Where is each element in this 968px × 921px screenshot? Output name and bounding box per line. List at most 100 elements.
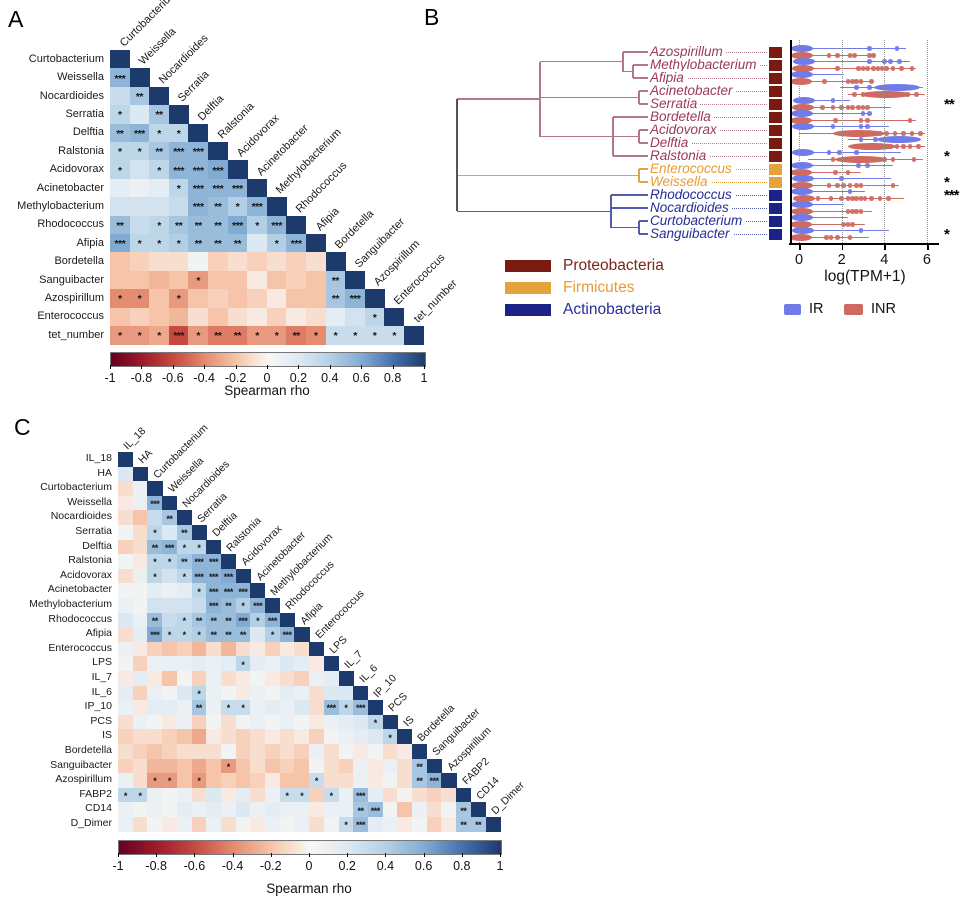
row-label: Delftia [82, 539, 112, 552]
significance-stars: *** [282, 630, 293, 641]
heatmap-cell [132, 525, 148, 541]
data-point [871, 131, 876, 136]
axis-tick-label: 6 [922, 252, 932, 268]
significance-stars: *** [173, 164, 184, 177]
heatmap-cell [188, 160, 209, 180]
colorbar [110, 352, 426, 367]
heatmap-cell [265, 787, 281, 803]
heatmap-cell [132, 714, 148, 730]
heatmap-cell [191, 700, 207, 716]
data-point [841, 131, 847, 136]
violin-line [799, 47, 906, 50]
taxon-label: Bordetella [650, 110, 714, 123]
heatmap-cell [149, 270, 170, 290]
heatmap-cell [367, 729, 384, 745]
heatmap-diagonal-cell [191, 525, 207, 541]
violin-body [790, 77, 813, 85]
data-point [822, 79, 827, 84]
data-point [901, 131, 906, 136]
heatmap-cell [206, 554, 222, 570]
heatmap-cell [132, 627, 148, 643]
significance-stars: ** [151, 542, 159, 553]
heatmap-cell [188, 197, 209, 217]
heatmap-diagonal-cell [147, 481, 163, 497]
tree-branch [540, 135, 613, 138]
heatmap-cell [176, 700, 192, 716]
heatmap-cell [325, 307, 346, 327]
significance-stars: * [137, 238, 142, 251]
row-label: Acidovorax [60, 568, 112, 581]
taxon-label: Curtobacterium [650, 214, 746, 227]
heatmap-diagonal-cell [382, 714, 398, 730]
significance-stars: * [153, 557, 157, 568]
significance-stars: ** [194, 238, 203, 251]
violin-line [799, 216, 849, 219]
significance-stars: *** [267, 615, 278, 626]
data-point [871, 53, 876, 58]
significance-stars: ** [225, 615, 232, 626]
data-point [879, 92, 885, 97]
data-point [864, 131, 870, 136]
heatmap-cell [235, 612, 251, 628]
heatmap-cell [266, 326, 287, 345]
heatmap-cell [353, 758, 369, 774]
heatmap-cell [227, 252, 248, 272]
heatmap-cell [149, 326, 170, 345]
row-label: CD14 [85, 802, 112, 815]
panel-c-label: C [14, 414, 31, 440]
heatmap-cell [250, 627, 266, 643]
heatmap-cell [338, 817, 354, 833]
data-point [845, 196, 851, 201]
heatmap-cell [279, 817, 295, 833]
heatmap-cell [412, 787, 428, 803]
heatmap-cell [323, 773, 339, 789]
data-point [854, 183, 859, 188]
significance-stars: *** [232, 219, 243, 232]
heatmap-cell [250, 773, 266, 789]
heatmap-cell [147, 612, 163, 628]
heatmap-cell [286, 289, 307, 309]
data-point [864, 124, 870, 129]
significance-stars: * [182, 542, 187, 553]
heatmap-cell [188, 215, 209, 235]
heatmap-cell [149, 307, 170, 327]
heatmap-cell [412, 802, 428, 818]
heatmap-cell [110, 178, 131, 198]
significance-stars: ** [166, 513, 173, 524]
row-label: D_Dimer [70, 817, 112, 830]
heatmap-cell [118, 700, 134, 716]
heatmap-cell [456, 802, 472, 818]
heatmap-cell [294, 671, 310, 687]
heatmap-cell [266, 270, 287, 290]
significance-stars: * [157, 127, 161, 140]
heatmap-diagonal-cell [265, 598, 281, 614]
significance-stars: * [226, 703, 231, 714]
significance-stars: *** [944, 187, 959, 204]
data-point [847, 189, 853, 194]
heatmap-cell [191, 802, 207, 818]
heatmap-cell [206, 817, 222, 833]
heatmap-cell [220, 700, 237, 716]
heatmap-cell [265, 656, 281, 672]
data-point [864, 118, 870, 123]
heatmap-cell [162, 802, 178, 818]
significance-stars: *** [194, 557, 204, 568]
data-point [896, 59, 902, 64]
tree-branch [611, 226, 639, 229]
heatmap-cell [353, 729, 369, 745]
colorbar-tick-mark [110, 365, 111, 369]
heatmap-cell [353, 744, 369, 760]
heatmap-cell [206, 714, 222, 730]
heatmap-cell [220, 787, 237, 803]
violin-body [793, 194, 816, 202]
data-point [858, 137, 864, 142]
heatmap-diagonal-cell [188, 123, 209, 143]
colorbar-tick-mark [118, 853, 119, 857]
heatmap-cell [191, 714, 207, 730]
significance-stars: * [182, 630, 187, 641]
data-point [901, 144, 906, 149]
data-point [914, 92, 919, 97]
y-axis [790, 40, 792, 245]
heatmap-cell [367, 773, 384, 789]
heatmap-cell [294, 700, 310, 716]
